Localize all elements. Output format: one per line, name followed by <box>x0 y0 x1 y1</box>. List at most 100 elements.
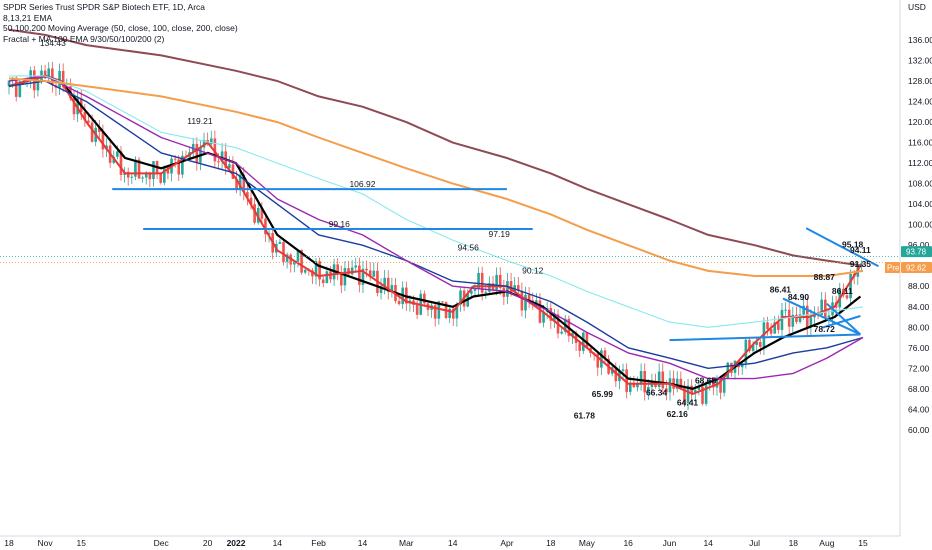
price-annotation: 65.99 <box>592 389 614 399</box>
legend-moving-average: 50,100,200 Moving Average (50, close, 10… <box>3 23 238 34</box>
price-annotation: 61.78 <box>574 411 596 421</box>
price-annotation: 88.87 <box>814 272 836 282</box>
x-tick-label: Jul <box>749 538 760 548</box>
candle-body <box>119 151 123 175</box>
candle-body <box>152 161 155 180</box>
legend-title: SPDR Series Trust SPDR S&P Biotech ETF, … <box>3 2 206 12</box>
candle-body <box>365 268 368 271</box>
annotations-layer: 134.43 119.21 106.92 99.16 94.56 97.19 90.12 65… <box>40 38 871 421</box>
y-tick-label: 108.00 <box>908 179 932 189</box>
candle-body <box>76 98 79 115</box>
candle-body <box>177 159 181 175</box>
candle-body <box>560 331 563 334</box>
price-badge <box>901 246 932 258</box>
candle-body <box>571 332 574 337</box>
pre-market-badge <box>885 262 900 274</box>
candle-body <box>827 315 831 318</box>
candle-body <box>300 249 303 273</box>
x-tick-label: Feb <box>311 538 326 548</box>
candle-body <box>600 350 603 368</box>
trendline <box>805 227 879 268</box>
chart-legend: SPDR Series Trust SPDR S&P Biotech ETF, … <box>3 2 238 44</box>
candle-body <box>585 332 589 349</box>
candle-body <box>228 164 231 169</box>
series-line <box>8 75 864 380</box>
candle-body <box>657 371 661 387</box>
candle-body <box>477 272 480 289</box>
candle-body <box>708 381 712 386</box>
candle-body <box>498 274 502 288</box>
candle-body <box>415 304 419 315</box>
candle-body <box>795 314 798 322</box>
x-tick-label: 18 <box>4 538 14 548</box>
trendline <box>821 315 861 329</box>
trendline <box>669 333 861 342</box>
candle-body <box>144 172 148 178</box>
candle-body <box>231 164 235 179</box>
candle-body <box>824 299 827 318</box>
candle-body <box>722 378 726 393</box>
candle-body <box>202 139 206 148</box>
candle-body <box>296 249 300 262</box>
candle-body <box>51 68 54 86</box>
candle-body <box>809 317 813 328</box>
candle-body <box>715 378 719 388</box>
candle-body <box>116 151 119 157</box>
candle-body <box>347 268 350 275</box>
candle-body <box>383 277 386 287</box>
x-tick-label: Mar <box>399 538 414 548</box>
candle-body <box>181 155 184 175</box>
y-tick-label: 60.00 <box>908 425 930 435</box>
y-tick-label: 68.00 <box>908 384 930 394</box>
price-axis-bg <box>900 0 932 550</box>
price-annotation: 119.21 <box>187 116 213 126</box>
candle-body <box>538 300 542 323</box>
candle-body <box>148 172 152 180</box>
candle-body <box>758 342 762 347</box>
currency-label: USD <box>908 2 926 12</box>
candle-body <box>787 309 791 327</box>
candle-body <box>777 322 780 330</box>
y-tick-label: 96.00 <box>908 240 930 250</box>
candle-body <box>769 329 773 334</box>
candle-body <box>238 174 242 190</box>
y-tick-label: 64.00 <box>908 404 930 414</box>
y-tick-label: 72.00 <box>908 363 930 373</box>
candle-body <box>553 314 556 321</box>
price-annotation: 90.12 <box>522 265 544 275</box>
candle-body <box>246 192 249 198</box>
price-annotation: 99.16 <box>329 219 351 229</box>
y-tick-label: 124.00 <box>908 97 932 107</box>
candle-body <box>791 314 795 327</box>
candle-body <box>712 381 715 388</box>
candle-body <box>506 281 509 297</box>
series-line <box>8 74 862 395</box>
price-annotation: 106.92 <box>349 179 375 189</box>
candle-body <box>480 272 484 293</box>
candle-body <box>358 265 361 285</box>
candle-body <box>668 378 672 393</box>
legend-fractal: Fractal + MA 100 EMA 9/30/50/100/200 (2) <box>3 33 165 44</box>
price-annotation: 66.34 <box>646 387 668 397</box>
price-annotation: 94.56 <box>458 243 480 253</box>
candle-body <box>14 77 18 97</box>
candle-body <box>350 267 354 275</box>
y-tick-label: 88.00 <box>908 281 930 291</box>
candles-layer <box>7 61 863 410</box>
x-tick-label: Apr <box>500 538 513 548</box>
series-line <box>9 75 864 328</box>
candle-body <box>751 344 755 351</box>
price-badges: 93.78 92.62 Pre <box>885 246 932 274</box>
y-tick-label: 76.00 <box>908 343 930 353</box>
x-tick-label: 20 <box>203 538 213 548</box>
y-tick-label: 84.00 <box>908 302 930 312</box>
x-tick-label: 14 <box>703 538 713 548</box>
candle-body <box>632 382 636 388</box>
candle-body <box>134 159 137 177</box>
x-tick-label: 15 <box>77 538 87 548</box>
candle-body <box>325 271 329 284</box>
price-annotation: 62.16 <box>667 409 689 419</box>
candle-body <box>397 301 401 305</box>
candle-body <box>701 386 704 404</box>
